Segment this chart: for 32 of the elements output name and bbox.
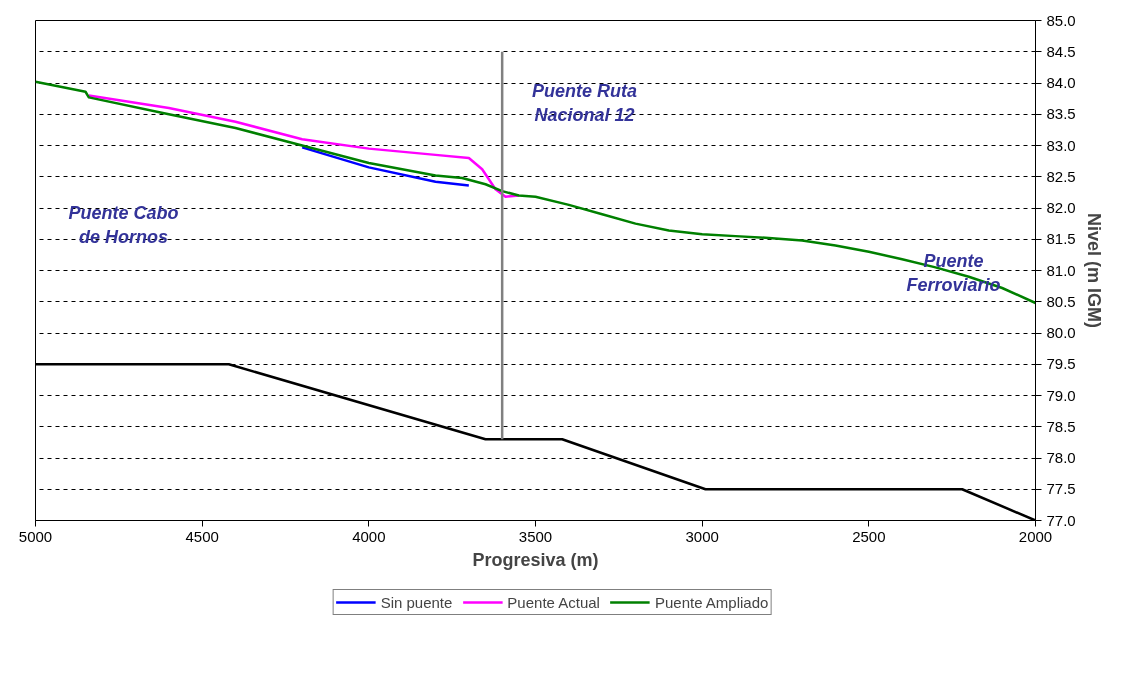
y-tick-label: 79.0: [1046, 386, 1076, 404]
y-tick-label: 80.0: [1046, 324, 1076, 341]
legend-label: Puente Actual: [507, 593, 600, 611]
x-tick-label: 3000: [685, 527, 719, 545]
y-tick-label: 82.5: [1046, 167, 1076, 185]
y-tick-label: 79.5: [1046, 355, 1076, 373]
y-axis-title: Nivel (m IGM): [1083, 212, 1104, 329]
y-tick-label: 85.0: [1046, 11, 1076, 29]
y-tick-label: 84.0: [1046, 74, 1076, 91]
x-tick-label: 5000: [18, 527, 53, 545]
y-tick-label: 80.5: [1046, 292, 1076, 310]
x-tick-label: 3500: [518, 527, 553, 545]
x-axis-title: Progresiva (m): [472, 549, 599, 570]
y-tick-label: 77.5: [1046, 480, 1076, 498]
y-tick-label: 84.5: [1046, 42, 1076, 60]
legend-label: Sin puente: [380, 593, 453, 611]
y-tick-label: 77.0: [1046, 511, 1076, 529]
y-tick-label: 78.0: [1046, 449, 1076, 466]
x-tick-label: 2000: [1018, 527, 1053, 545]
y-tick-label: 83.5: [1046, 105, 1076, 123]
y-tick-label: 78.5: [1046, 417, 1076, 435]
y-tick-label: 82.0: [1046, 199, 1076, 216]
line-series: [300, 146, 471, 187]
line-series: [35, 80, 1036, 305]
legend-label: Puente Ampliado: [654, 593, 769, 611]
x-tick-label: 4500: [185, 527, 219, 545]
line-series: [87, 94, 521, 198]
y-tick-label: 83.0: [1046, 136, 1076, 154]
x-tick-label: 4000: [352, 527, 386, 545]
y-tick-label: 81.5: [1046, 230, 1076, 248]
x-tick-label: 2500: [852, 527, 886, 545]
y-tick-label: 81.0: [1046, 261, 1076, 279]
